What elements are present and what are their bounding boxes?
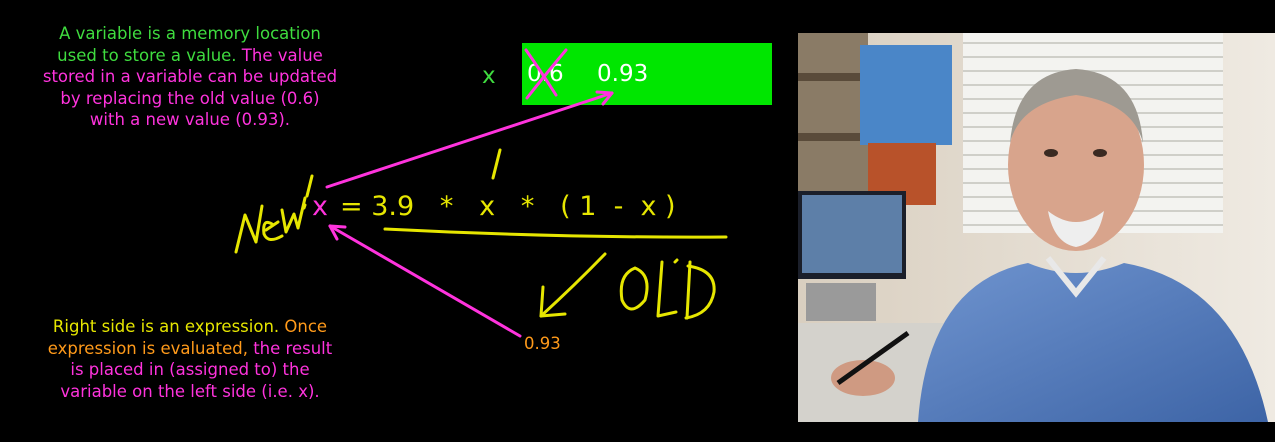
explanation-line-1-orange: Once xyxy=(279,317,328,336)
intro-line-4: by replacing the old value (0.6) xyxy=(60,88,320,108)
explanation-line-1: Right side is an expression. Once xyxy=(10,316,370,338)
result-value: 0.93 xyxy=(524,334,561,353)
explanation-line-2-magenta: the result xyxy=(247,338,333,358)
intro-line-3: stored in a variable can be updated xyxy=(42,67,338,86)
result-arrow xyxy=(328,224,522,338)
intro-paragraph: A variable is a memory location used to … xyxy=(10,23,370,131)
lecture-slide: A variable is a memory location used to … xyxy=(10,23,772,402)
memory-new-value: 0.93 xyxy=(597,61,649,87)
presenter-photo xyxy=(798,33,1275,422)
tick-mark xyxy=(491,148,502,180)
handwritten-new xyxy=(234,174,314,254)
presenter-video xyxy=(798,33,1275,422)
evaluate-arrow xyxy=(539,252,607,318)
explanation-line-2: expression is evaluated, the result xyxy=(10,338,370,360)
cross-out-mark xyxy=(524,48,568,100)
equation-lhs: x xyxy=(312,191,328,222)
rhs-underline xyxy=(383,227,728,239)
intro-line-5: with a new value (0.93). xyxy=(89,110,291,129)
explanation-line-2-orange: expression is evaluated, xyxy=(47,338,248,358)
intro-line-2-magenta: The value xyxy=(236,45,323,65)
handwritten-old xyxy=(619,258,716,320)
intro-line-1: A variable is a memory location xyxy=(59,24,321,43)
explanation-line-3: is placed in (assigned to) the xyxy=(70,360,310,379)
equation-rhs: = 3.9 * x * ( 1 - x ) xyxy=(340,191,676,222)
memory-variable-label: x xyxy=(482,63,496,89)
explanation-paragraph: Right side is an expression. Once expres… xyxy=(10,316,370,402)
assign-arrow xyxy=(325,90,614,189)
handwritten-annotations xyxy=(234,48,728,338)
explanation-line-1-yellow: Right side is an expression. xyxy=(52,317,280,336)
explanation-line-4: variable on the left side (i.e. x). xyxy=(60,381,320,401)
intro-line-2: used to store a value. The value xyxy=(10,45,370,67)
intro-line-2-green: used to store a value. xyxy=(57,45,237,65)
